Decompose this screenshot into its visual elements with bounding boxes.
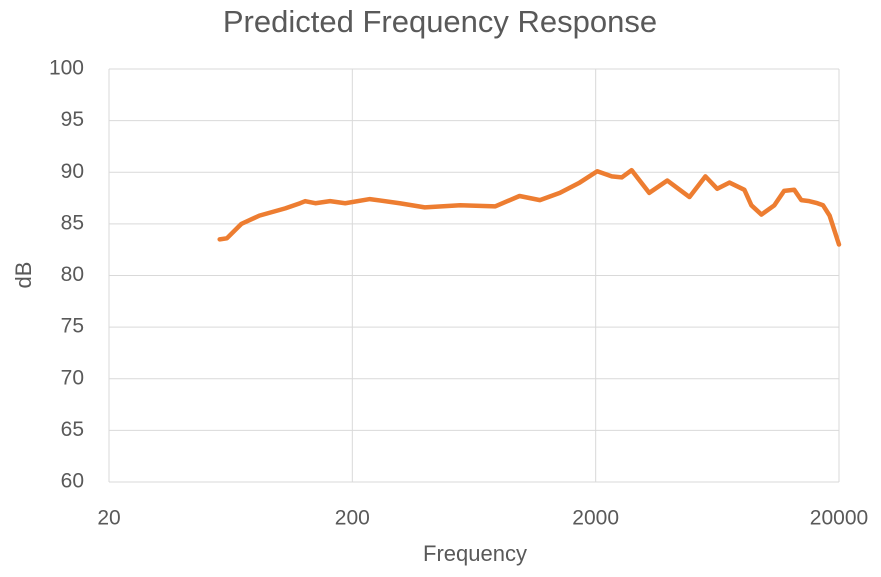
- chart-title: Predicted Frequency Response: [223, 4, 657, 39]
- y-tick-label: 95: [61, 108, 84, 131]
- x-tick-label: 20: [97, 507, 120, 530]
- y-tick-label: 60: [61, 470, 84, 493]
- x-tick-label: 20000: [810, 507, 868, 530]
- y-tick-label: 75: [61, 315, 84, 338]
- y-axis-label: dB: [11, 262, 36, 289]
- y-tick-label: 65: [61, 418, 84, 441]
- x-tick-label: 200: [335, 507, 370, 530]
- y-tick-label: 70: [61, 366, 84, 389]
- data-line: [217, 167, 842, 247]
- y-tick-label: 100: [49, 57, 84, 80]
- y-tick-label: 80: [61, 263, 84, 286]
- y-tick-label: 90: [61, 160, 84, 183]
- x-tick-label: 2000: [572, 507, 619, 530]
- y-tick-label: 85: [61, 211, 84, 234]
- x-axis-label: Frequency: [423, 541, 527, 566]
